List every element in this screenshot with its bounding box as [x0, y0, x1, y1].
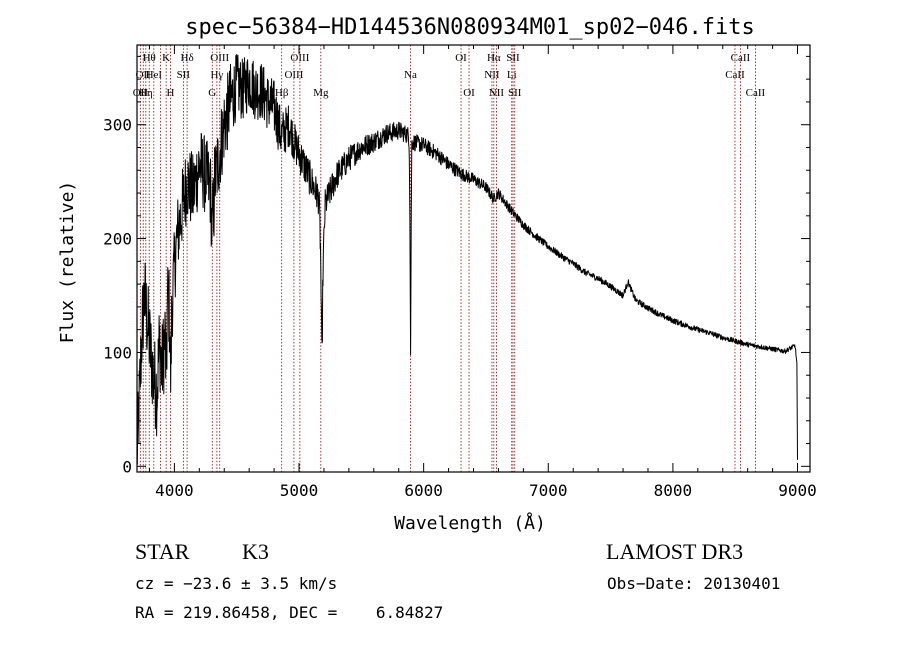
line-marker-label: Hγ: [210, 69, 223, 81]
axis-ticks: 4000 5000 6000 7000 8000 9000 0 100 200 300: [103, 45, 817, 500]
line-marker-label: Li: [507, 69, 517, 81]
line-marker-label: OIII: [210, 52, 229, 64]
axes: [136, 44, 811, 473]
x-tick-label: 5000: [280, 481, 319, 500]
x-tick-label: 7000: [529, 481, 568, 500]
line-marker-label: K: [162, 52, 170, 64]
line-marker-label: OII: [136, 69, 152, 81]
plot-frame: [136, 44, 811, 473]
line-marker-label: SII: [506, 52, 520, 64]
y-tick-label: 100: [103, 343, 132, 362]
radec-text: RA = 219.86458, DEC = 6.84827: [135, 603, 444, 622]
object-class: STAR: [135, 539, 190, 564]
line-marker-label: H: [167, 87, 175, 99]
y-tick-label: 0: [122, 457, 132, 476]
line-marker-label: CaII: [731, 52, 751, 64]
redshift-text: cz = −23.6 ± 3.5 km/s: [135, 574, 338, 593]
spectrum-line: [136, 54, 798, 465]
line-marker-label: HeI: [146, 69, 163, 81]
obs-date-text: Obs−Date: 20130401: [607, 574, 781, 593]
line-marker-label: Hθ: [143, 52, 156, 64]
y-tick-label: 200: [103, 230, 132, 249]
survey-label: LAMOST DR3: [606, 539, 744, 564]
line-marker-label: NII: [484, 69, 500, 81]
object-subclass: K3: [242, 539, 269, 564]
y-tick-label: 300: [103, 116, 132, 135]
line-marker-label: Hδ: [181, 52, 194, 64]
x-tick-label: 8000: [654, 481, 693, 500]
chart-title: spec−56384−HD144536N080934M01_sp02−046.f…: [185, 15, 755, 40]
y-axis-label: Flux (relative): [57, 181, 78, 344]
line-marker-label: CaII: [746, 87, 766, 99]
line-marker-label: OIII: [290, 52, 309, 64]
line-marker-label: Hη: [139, 87, 153, 99]
line-marker-label: Mg: [313, 87, 329, 99]
line-marker-label: OI: [455, 52, 467, 64]
line-marker-label: SII: [508, 87, 522, 99]
line-marker-label: NII: [489, 87, 505, 99]
line-marker-label: Na: [404, 69, 417, 81]
x-tick-label: 9000: [778, 481, 817, 500]
line-marker-label: G: [208, 87, 216, 99]
line-marker-label: Hα: [487, 52, 501, 64]
line-marker-label: SII: [177, 69, 191, 81]
line-markers: OIIOIIHηHθHeIKHSIIHδGHγOIIIHβOIIIOIIIMgN…: [133, 45, 766, 472]
line-marker-label: CaII: [725, 69, 745, 81]
spectrum-series: [136, 54, 798, 465]
x-tick-label: 6000: [404, 481, 443, 500]
x-tick-label: 4000: [155, 481, 194, 500]
line-marker-label: OI: [463, 87, 475, 99]
x-axis-label: Wavelength (Å): [394, 512, 546, 534]
line-marker-label: Hβ: [275, 87, 289, 99]
line-marker-label: OIII: [284, 69, 303, 81]
